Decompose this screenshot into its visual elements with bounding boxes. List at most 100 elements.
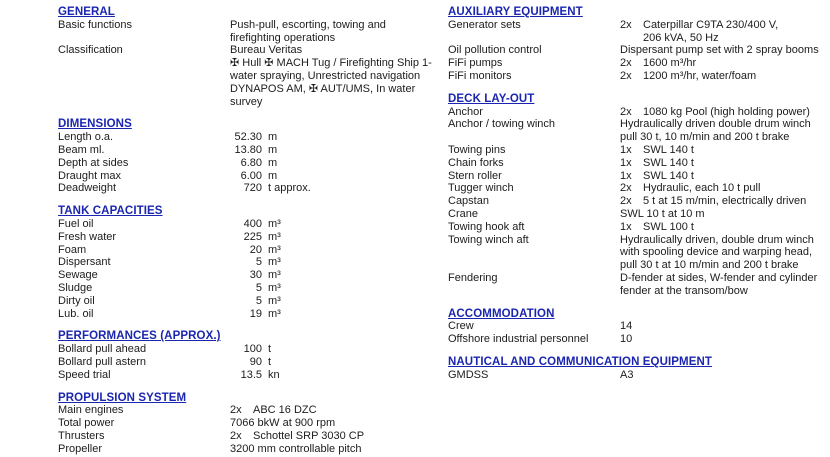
text-line: 1200 m³/hr, water/foam: [643, 69, 757, 82]
text-line: 5 t at 15 m/min, electrically driven: [643, 195, 807, 208]
row-label: Sludge: [58, 281, 93, 294]
text-line: firefighting operations: [230, 31, 336, 44]
row-text: ABC 16 DZC: [253, 404, 420, 417]
spec-row: Fuel oil 400 m³: [58, 218, 420, 231]
row-text: SWL 140 t: [643, 170, 826, 183]
row-label: FiFi monitors: [448, 69, 512, 82]
text-line: SWL 140 t: [643, 143, 694, 156]
row-value: 19 m³: [230, 308, 420, 321]
row-quantity: 2x: [620, 69, 632, 82]
row-value: 3200 mm controllable pitch: [230, 443, 420, 456]
row-label: Capstan: [448, 195, 489, 208]
row-text: 1080 kg Pool (high holding power): [643, 106, 826, 119]
text-line: 3200 mm controllable pitch: [230, 442, 362, 455]
row-text: 1600 m³/hr: [643, 57, 826, 70]
row-quantity: 1x: [620, 169, 632, 182]
text-line: Dispersant pump set with 2 spray booms: [620, 44, 819, 57]
row-label: Dispersant: [58, 256, 111, 269]
section-tank-capacities: TANK CAPACITIES Fuel oil 400 m³ Fresh water 2…: [58, 205, 420, 320]
section-heading: PERFORMANCES (APPROX.): [58, 330, 221, 343]
row-number: 52.30: [234, 131, 262, 144]
spec-row: Main engines 2x ABC 16 DZC: [58, 404, 420, 417]
spec-row: Oil pollution control Dispersant pump set…: [448, 44, 826, 57]
row-label: Dirty oil: [58, 294, 95, 307]
text-line: ✠ Hull ✠ MACH Tug / Firefighting Ship 1-: [230, 57, 432, 70]
row-value: 10: [620, 333, 826, 346]
right-column: AUXILIARY EQUIPMENT Generator sets 2x Cater…: [448, 6, 826, 382]
text-line: Bureau Veritas: [230, 44, 303, 57]
spec-row: Anchor / towing winch Hydraulically drive…: [448, 118, 826, 144]
row-label: Deadweight: [58, 182, 117, 195]
row-label: Length o.a.: [58, 131, 114, 144]
section-deck-lay-out: DECK LAY-OUT Anchor 2x 1080 kg Pool (high h…: [448, 93, 826, 298]
row-value: 2x 1200 m³/hr, water/foam: [620, 70, 826, 83]
spec-row: Sludge 5 m³: [58, 282, 420, 295]
row-value: 90 t: [230, 356, 420, 369]
text-line: fender at the transom/bow: [620, 284, 748, 297]
row-value: 2x 1080 kg Pool (high holding power): [620, 106, 826, 119]
row-label: Towing hook aft: [448, 220, 525, 233]
section-heading: GENERAL: [58, 6, 115, 18]
row-value: 225 m³: [230, 231, 420, 244]
row-text: A3: [620, 369, 826, 382]
row-label: Anchor / towing winch: [448, 118, 555, 131]
row-number: 30: [249, 269, 262, 282]
text-line: survey: [230, 95, 263, 108]
row-unit: m: [268, 169, 278, 182]
row-number: 5: [255, 256, 262, 269]
spec-row: Dirty oil 5 m³: [58, 295, 420, 308]
spec-row: FiFi pumps 2x 1600 m³/hr: [448, 57, 826, 70]
row-label: Towing pins: [448, 143, 506, 156]
row-text: 10: [620, 333, 826, 346]
row-value: Push-pull, escorting, towing and firefigh…: [230, 19, 420, 45]
row-unit: m³: [268, 243, 281, 256]
row-quantity: 2x: [620, 195, 632, 208]
row-text: Hydraulically driven, double drum winch w…: [620, 234, 826, 272]
row-value: 1x SWL 100 t: [620, 221, 826, 234]
spec-row: Propeller 3200 mm controllable pitch: [58, 443, 420, 456]
row-value: D-fender at sides, W-fender and cylinder…: [620, 272, 826, 298]
text-line: DYNAPOS AM, ✠ AUT/UMS, In water: [230, 82, 416, 95]
row-number: 100: [243, 343, 262, 356]
row-unit: m³: [268, 217, 281, 230]
spec-row: Depth at sides 6.80 m: [58, 157, 420, 170]
row-value: 2x Hydraulic, each 10 t pull: [620, 182, 826, 195]
section-heading: DECK LAY-OUT: [448, 92, 535, 105]
spec-row: Classification Bureau Veritas ✠ Hull ✠ MAC…: [58, 44, 432, 108]
row-label: GMDSS: [448, 368, 489, 381]
section-propulsion-system: PROPULSION SYSTEM Main engines 2x ABC 16 DZ…: [58, 392, 420, 456]
spec-row: Lub. oil 19 m³: [58, 308, 420, 321]
row-unit: m³: [268, 281, 281, 294]
left-column: GENERAL Basic functions Push-pull, escorti…: [58, 6, 432, 456]
row-value: A3: [620, 369, 826, 382]
row-value: 13.80 m: [230, 144, 420, 157]
row-text: SWL 140 t: [643, 144, 826, 157]
row-quantity: 2x: [620, 182, 632, 195]
row-value: 5 m³: [230, 256, 420, 269]
row-value: 2x 1600 m³/hr: [620, 57, 826, 70]
row-value: Hydraulically driven, double drum winch w…: [620, 234, 826, 272]
row-value: 1x SWL 140 t: [620, 157, 826, 170]
row-value: 20 m³: [230, 244, 420, 257]
row-number: 19: [249, 307, 262, 320]
text-line: SWL 10 t at 10 m: [620, 207, 705, 220]
row-quantity: 1x: [620, 156, 632, 169]
spec-row: Speed trial 13.5 kn: [58, 369, 420, 382]
row-value: 720 t approx.: [230, 182, 420, 195]
row-quantity: 2x: [620, 18, 632, 31]
row-text: 1200 m³/hr, water/foam: [643, 70, 826, 83]
spec-row: Chain forks 1x SWL 140 t: [448, 157, 826, 170]
row-quantity: 2x: [620, 105, 632, 118]
row-value: 30 m³: [230, 269, 420, 282]
spec-row: Basic functions Push-pull, escorting, tow…: [58, 19, 420, 45]
row-label: Fendering: [448, 271, 498, 284]
text-line: 14: [620, 320, 633, 333]
row-number: 5: [255, 281, 262, 294]
spec-row: Thrusters 2x Schottel SRP 3030 CP: [58, 430, 420, 443]
row-unit: m³: [268, 230, 281, 243]
row-label: Tugger winch: [448, 182, 514, 195]
section-general: GENERAL Basic functions Push-pull, escorti…: [58, 6, 432, 108]
row-text: D-fender at sides, W-fender and cylinder…: [620, 272, 826, 298]
row-text: Bureau Veritas ✠ Hull ✠ MACH Tug / Firefi…: [230, 44, 432, 108]
